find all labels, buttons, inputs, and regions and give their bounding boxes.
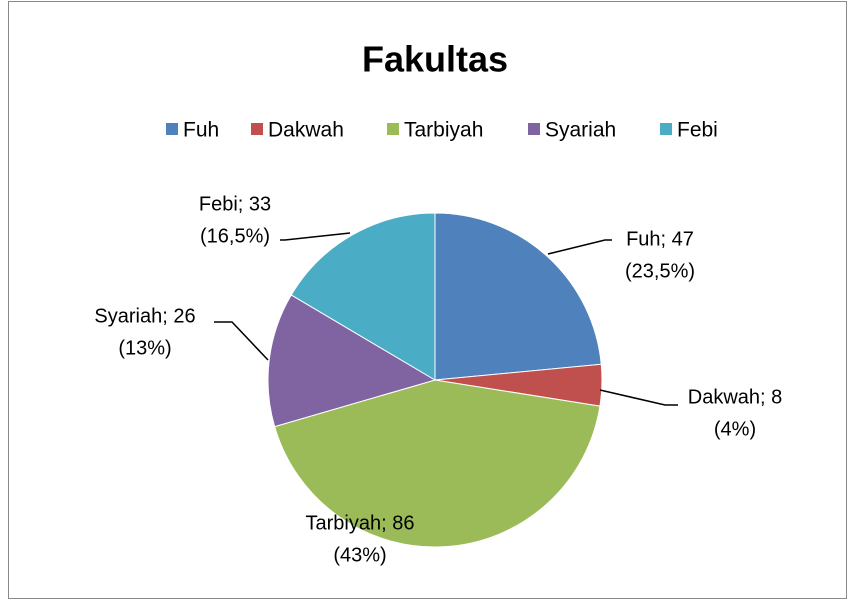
pie-slice: [274, 379, 601, 548]
data-label-percent: (13%): [118, 337, 171, 359]
legend-swatch: [166, 123, 178, 135]
pie-slice: [267, 294, 437, 428]
leader-line: [214, 321, 269, 361]
legend-label: Fuh: [183, 119, 219, 142]
legend-swatch: [251, 123, 263, 135]
data-label: Syariah; 26: [94, 305, 195, 327]
legend-label: Febi: [677, 119, 718, 142]
legend-label: Syariah: [545, 119, 616, 142]
pie-slice: [290, 212, 436, 381]
data-label: Febi; 33: [199, 193, 271, 215]
legend-label: Tarbiyah: [404, 119, 483, 142]
data-label: Fuh; 47: [626, 228, 694, 250]
data-label: Tarbiyah; 86: [306, 512, 415, 534]
legend-label: Dakwah: [268, 119, 344, 142]
legend-swatch: [387, 123, 399, 135]
legend-swatch: [528, 123, 540, 135]
pie-slice: [434, 212, 602, 381]
data-label-percent: (43%): [333, 544, 386, 566]
chart-title: Fakultas: [362, 39, 508, 80]
leader-line: [599, 389, 678, 406]
data-label: Dakwah; 8: [688, 386, 783, 408]
leader-line: [547, 239, 612, 255]
leader-line: [280, 232, 351, 241]
data-label-percent: (16,5%): [200, 225, 270, 247]
data-label-percent: (23,5%): [625, 260, 695, 282]
legend-swatch: [660, 123, 672, 135]
data-label-percent: (4%): [714, 418, 756, 440]
